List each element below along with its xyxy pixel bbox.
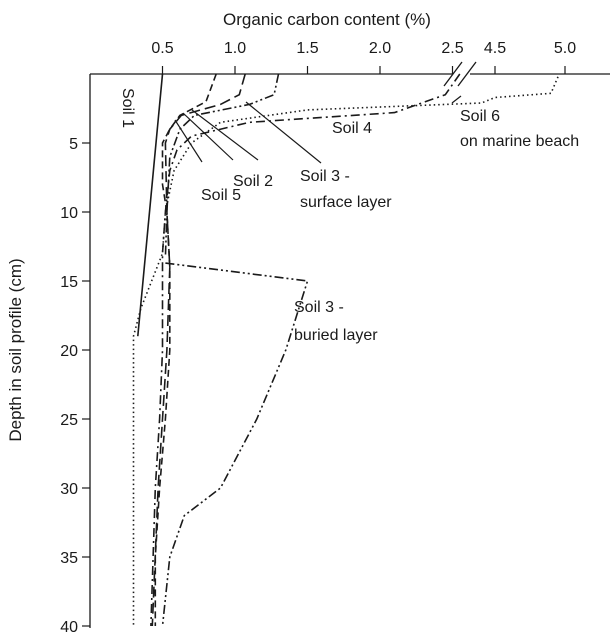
series-line-3 bbox=[164, 73, 280, 258]
x-tick-label: 1.0 bbox=[224, 40, 246, 57]
y-ticks: 5 10 15 20 25 30 35 40 bbox=[60, 136, 90, 636]
soil2-leader bbox=[182, 112, 234, 161]
soil5-leader bbox=[174, 119, 203, 163]
series-line-2 bbox=[154, 73, 217, 626]
series-line-4 bbox=[161, 262, 309, 627]
y-tick-label: 25 bbox=[60, 412, 78, 429]
soil4-label: Soil 4 bbox=[332, 120, 372, 137]
soil3-surface-leader bbox=[191, 109, 259, 161]
series-line-5 bbox=[150, 73, 461, 627]
x-tick-label: 5.0 bbox=[554, 40, 576, 57]
y-tick-label: 40 bbox=[60, 619, 78, 636]
axis-break-mark-right bbox=[457, 61, 477, 87]
soil1-label: Soil 1 bbox=[119, 88, 136, 128]
soil3-buried-label-1: Soil 3 - bbox=[294, 299, 344, 316]
y-tick-label: 5 bbox=[69, 136, 78, 153]
x-tick-label: 0.5 bbox=[151, 40, 173, 57]
x-tick-label: 1.5 bbox=[296, 40, 318, 57]
series-line-7 bbox=[132, 76, 559, 626]
soil3-buried-label-2: buried layer bbox=[294, 327, 378, 344]
soil3-surface-label-1: Soil 3 - bbox=[300, 168, 350, 185]
y-tick-label: 20 bbox=[60, 343, 78, 360]
y-tick-label: 30 bbox=[60, 481, 78, 498]
y-tick-label: 35 bbox=[60, 550, 78, 567]
series-line-1 bbox=[137, 73, 164, 337]
series-line-6 bbox=[151, 73, 246, 627]
x-axis-title: Organic carbon content (%) bbox=[223, 10, 431, 29]
series-lines bbox=[132, 73, 559, 627]
soil4-leader bbox=[245, 101, 322, 164]
soil6-label-1: Soil 6 bbox=[460, 108, 500, 125]
x-tick-label: 4.5 bbox=[484, 40, 506, 57]
soil6-label-2: on marine beach bbox=[460, 133, 579, 150]
x-tick-label: 2.0 bbox=[369, 40, 391, 57]
y-tick-label: 10 bbox=[60, 205, 78, 222]
soil3-surface-label-2: surface layer bbox=[300, 194, 392, 211]
y-axis-title: Depth in soil profile (cm) bbox=[6, 258, 25, 441]
x-ticks: 0.5 1.0 1.5 2.0 2.5 4.5 5.0 bbox=[151, 40, 576, 74]
soil2-label: Soil 2 bbox=[233, 173, 273, 190]
x-tick-label: 2.5 bbox=[441, 40, 463, 57]
soil5-label: Soil 5 bbox=[201, 187, 241, 204]
soil6-leader bbox=[451, 95, 462, 104]
y-tick-label: 15 bbox=[60, 274, 78, 291]
annotation-leaders bbox=[174, 95, 462, 164]
